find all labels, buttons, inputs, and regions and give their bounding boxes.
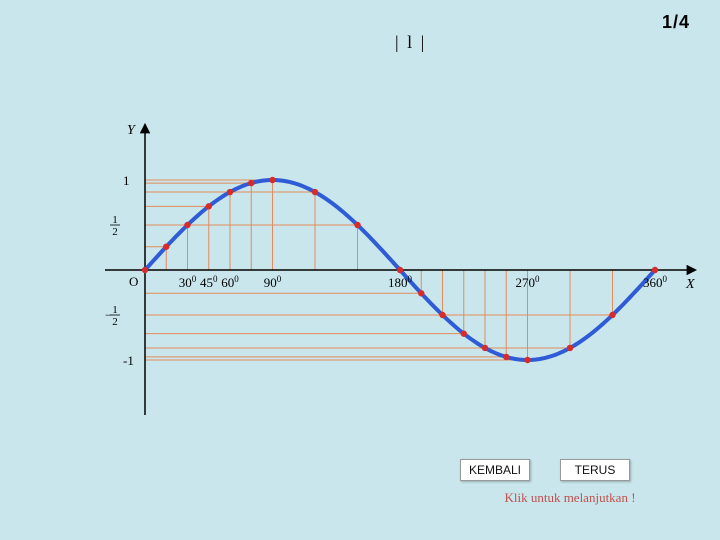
svg-text:-1: -1 bbox=[123, 353, 134, 368]
svg-text:600: 600 bbox=[221, 274, 239, 290]
terus-button[interactable]: TERUS bbox=[560, 459, 630, 481]
sine-chart: YXO112−12-1300450600900180027003600 bbox=[90, 120, 700, 425]
svg-text:3600: 3600 bbox=[643, 274, 668, 290]
kembali-button[interactable]: KEMBALI bbox=[460, 459, 530, 481]
svg-text:1: 1 bbox=[112, 214, 118, 226]
svg-text:1800: 1800 bbox=[388, 274, 413, 290]
svg-text:1: 1 bbox=[112, 304, 118, 316]
chart-svg: YXO112−12-1300450600900180027003600 bbox=[90, 120, 700, 420]
title-decoration: | l | bbox=[395, 32, 426, 53]
svg-text:2: 2 bbox=[112, 316, 118, 328]
svg-text:300: 300 bbox=[179, 274, 197, 290]
svg-text:2: 2 bbox=[112, 226, 118, 238]
svg-text:450: 450 bbox=[200, 274, 218, 290]
svg-text:2700: 2700 bbox=[516, 274, 541, 290]
continue-hint: Klik untuk melanjutkan ! bbox=[490, 490, 650, 506]
svg-text:X: X bbox=[685, 277, 695, 292]
svg-text:O: O bbox=[129, 274, 138, 289]
svg-text:1: 1 bbox=[123, 173, 130, 188]
svg-text:Y: Y bbox=[127, 123, 137, 138]
svg-text:900: 900 bbox=[264, 274, 282, 290]
page-counter: 1/4 bbox=[662, 12, 690, 33]
